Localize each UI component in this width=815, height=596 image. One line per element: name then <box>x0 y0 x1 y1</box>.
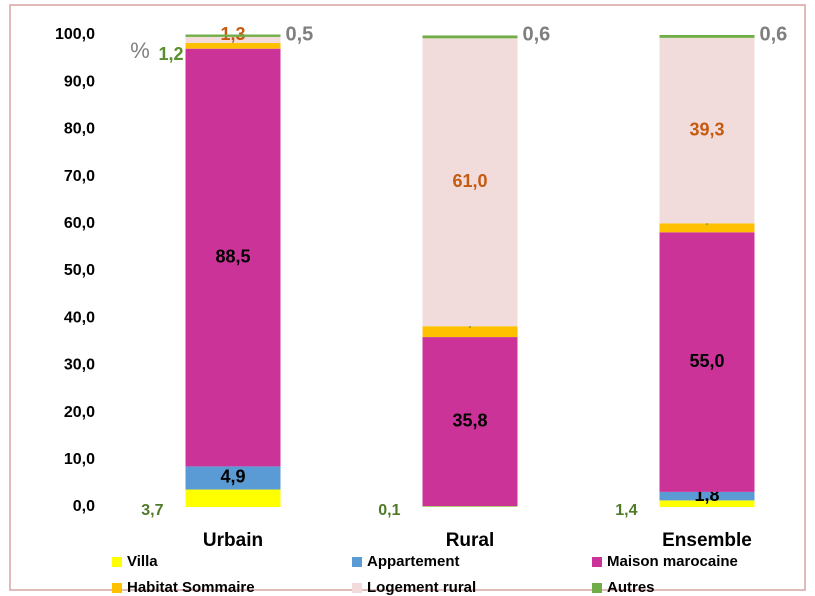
legend-label: Logement rural <box>367 579 476 596</box>
y-tick-label: 10,0 <box>64 451 95 468</box>
data-label: 88,5 <box>215 246 250 266</box>
data-label: 35,8 <box>452 410 487 430</box>
bar-segment <box>185 36 281 44</box>
bar-segment <box>422 326 518 338</box>
legend-label: Autres <box>607 579 655 596</box>
legend-swatch <box>112 583 122 593</box>
bar-segment <box>659 500 755 507</box>
y-tick-label: 80,0 <box>64 121 95 138</box>
x-tick-label: Urbain <box>203 530 263 551</box>
bar-segment <box>659 491 755 501</box>
x-tick-label: Ensemble <box>662 530 752 551</box>
legend-label: Habitat Sommaire <box>127 579 255 596</box>
bar-segment <box>422 35 518 39</box>
data-label: 55,0 <box>689 351 724 371</box>
data-label: 3,7 <box>141 502 163 519</box>
legend-label: Villa <box>127 553 158 570</box>
data-label: 1,3 <box>220 24 245 44</box>
bar-segment <box>659 223 755 233</box>
y-tick-label: 70,0 <box>64 168 95 185</box>
unit-annotation: % <box>130 38 150 63</box>
data-label: 61,0 <box>452 171 487 191</box>
bar-segment <box>185 466 281 490</box>
y-tick-label: 20,0 <box>64 404 95 421</box>
legend-label: Appartement <box>367 553 460 570</box>
y-tick-label: 60,0 <box>64 215 95 232</box>
bar-segment <box>185 34 281 37</box>
bar-segment <box>185 489 281 507</box>
bar-segment <box>659 35 755 38</box>
y-tick-label: 100,0 <box>55 26 95 43</box>
y-tick-label: 40,0 <box>64 309 95 326</box>
bar-segment <box>422 38 518 327</box>
legend-swatch <box>352 557 362 567</box>
legend-label: Maison marocaine <box>607 553 738 570</box>
x-tick-label: Rural <box>446 530 495 551</box>
data-label: 0,5 <box>286 23 314 45</box>
bar-segment <box>659 232 755 492</box>
data-label: 0,6 <box>760 23 788 45</box>
data-label: 0,1 <box>378 502 400 519</box>
legend-swatch <box>352 583 362 593</box>
data-label: 1,4 <box>615 502 637 519</box>
legend-swatch <box>112 557 122 567</box>
bar-segment <box>659 37 755 224</box>
y-tick-label: 0,0 <box>73 498 95 515</box>
bar-segment <box>185 43 281 49</box>
bar-segment <box>185 48 281 467</box>
legend-swatch <box>592 557 602 567</box>
bar-segment <box>422 337 518 507</box>
data-label: 0,6 <box>523 23 551 45</box>
y-tick-label: 30,0 <box>64 357 95 374</box>
legend-swatch <box>592 583 602 593</box>
y-tick-label: 90,0 <box>64 73 95 90</box>
data-label: 1,2 <box>158 44 183 64</box>
data-label: 39,3 <box>689 119 724 139</box>
data-label: 4,9 <box>220 467 245 487</box>
y-tick-label: 50,0 <box>64 262 95 279</box>
